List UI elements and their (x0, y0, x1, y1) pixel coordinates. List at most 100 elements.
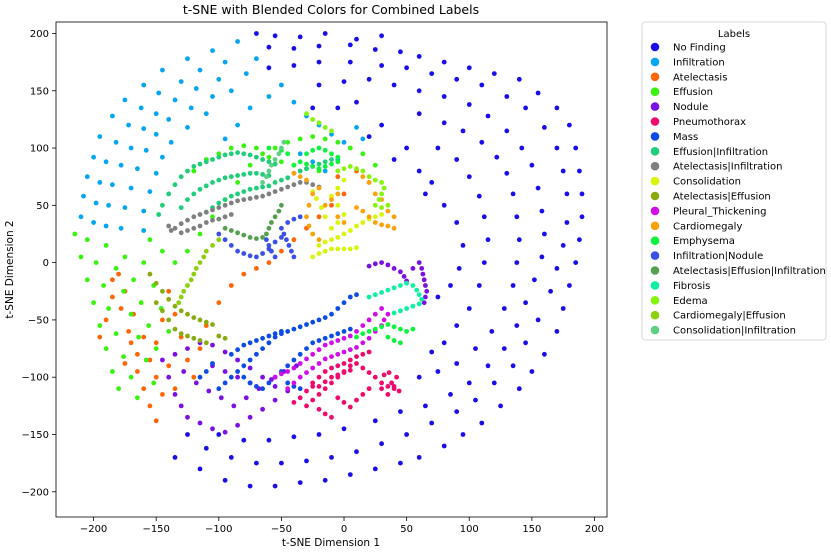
scatter-point (366, 294, 372, 300)
scatter-point (391, 384, 397, 389)
scatter-point (264, 174, 269, 180)
scatter-point (454, 323, 460, 328)
scatter-point (329, 455, 334, 460)
scatter-point (235, 369, 241, 374)
scatter-point (316, 82, 322, 88)
scatter-point (197, 212, 203, 217)
scatter-point (216, 151, 222, 157)
scatter-point (222, 349, 228, 355)
scatter-point (316, 374, 322, 380)
scatter-point (396, 388, 402, 394)
scatter-point (254, 254, 259, 260)
scatter-point (564, 191, 570, 197)
scatter-point (519, 145, 525, 151)
legend-title: Labels (718, 29, 750, 40)
scatter-point (441, 120, 447, 126)
scatter-point (485, 237, 491, 243)
scatter-point (404, 306, 409, 311)
y-axis-ticks: −200 −150 −100 −50 0 50 100 150 200 (22, 29, 56, 498)
scatter-point (118, 306, 124, 311)
scatter-point (429, 349, 435, 355)
scatter-point (372, 47, 378, 52)
scatter-point (341, 361, 347, 366)
scatter-point (260, 346, 265, 351)
scatter-point (235, 150, 241, 156)
legend-marker (650, 42, 660, 52)
scatter-point (341, 177, 347, 183)
scatter-point (560, 306, 566, 311)
scatter-point (121, 288, 126, 294)
scatter-point (385, 202, 391, 208)
scatter-point (285, 329, 291, 334)
scatter-point (228, 455, 234, 460)
scatter-point (416, 168, 422, 174)
scatter-point (335, 395, 341, 401)
scatter-point (335, 191, 341, 197)
scatter-point (254, 460, 259, 466)
scatter-point (554, 145, 560, 151)
scatter-point (379, 441, 384, 447)
legend-label: Infiltration|Nodule (673, 251, 763, 262)
scatter-point (266, 380, 272, 386)
scatter-point (316, 406, 322, 412)
legend-label: Nodule (673, 102, 708, 113)
scatter-point (372, 292, 378, 298)
scatter-point (135, 395, 140, 401)
scatter-point (291, 357, 297, 363)
scatter-point (279, 82, 284, 88)
scatter-point (272, 254, 278, 260)
scatter-point (126, 329, 131, 334)
scatter-point (191, 225, 197, 231)
scatter-point (391, 310, 397, 316)
scatter-point (279, 225, 284, 231)
scatter-point (166, 329, 172, 334)
scatter-point (222, 225, 228, 231)
scatter-point (297, 480, 303, 485)
scatter-point (185, 346, 190, 351)
scatter-point (335, 220, 341, 225)
legend-marker (650, 132, 660, 141)
scatter-point (279, 235, 284, 240)
scatter-point (379, 205, 384, 211)
scatter-point (247, 365, 253, 371)
scatter-point (322, 335, 328, 341)
scatter-point (316, 432, 322, 437)
scatter-point (441, 59, 447, 65)
scatter-point (460, 432, 466, 437)
scatter-point (448, 392, 453, 397)
scatter-point (153, 111, 159, 117)
scatter-point (341, 400, 347, 405)
scatter-point (266, 437, 272, 443)
scatter-point (216, 154, 222, 160)
scatter-point (306, 202, 312, 208)
scatter-point (103, 243, 109, 248)
scatter-point (404, 65, 409, 71)
scatter-point (188, 277, 194, 283)
scatter-point (335, 202, 341, 208)
scatter-point (579, 214, 585, 220)
scatter-point (235, 347, 241, 353)
scatter-point (341, 220, 347, 225)
scatter-point (554, 266, 560, 271)
scatter-point (210, 217, 215, 223)
legend-marker (650, 161, 660, 171)
scatter-point (304, 177, 309, 183)
scatter-point (260, 374, 265, 380)
scatter-point (535, 317, 541, 323)
scatter-point (516, 386, 522, 392)
scatter-point (347, 145, 353, 151)
scatter-point (210, 342, 215, 348)
scatter-point (416, 260, 422, 265)
legend-entry: No Finding (650, 42, 726, 54)
scatter-point (310, 117, 316, 122)
scatter-point (304, 111, 309, 117)
scatter-point (191, 214, 197, 220)
scatter-point (398, 409, 403, 414)
scatter-point (316, 59, 322, 65)
scatter-point (241, 189, 247, 195)
scatter-point (441, 202, 447, 208)
scatter-point (360, 136, 366, 142)
scatter-point (110, 369, 115, 374)
scatter-point (279, 186, 284, 192)
scatter-point (156, 90, 162, 96)
